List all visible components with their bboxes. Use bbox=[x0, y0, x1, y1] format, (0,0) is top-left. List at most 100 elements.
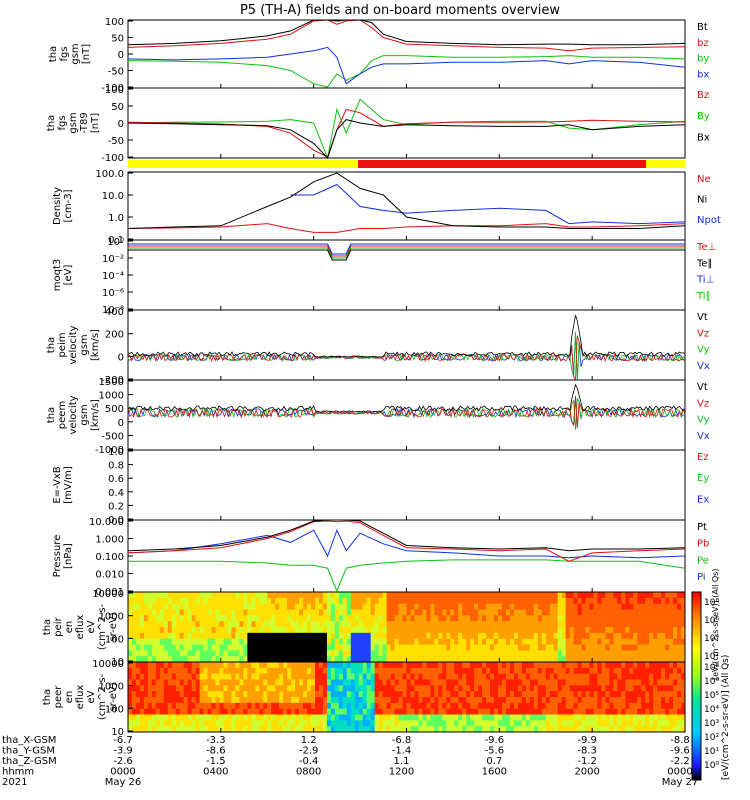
spec-cell bbox=[589, 632, 594, 640]
spec-cell bbox=[255, 632, 260, 640]
spec-cell bbox=[175, 679, 181, 686]
spec-cell bbox=[291, 609, 296, 616]
spec-cell bbox=[223, 662, 228, 669]
spec-cell bbox=[641, 615, 646, 622]
spec-cell bbox=[390, 702, 396, 710]
x-tick-value: -5.6 bbox=[485, 746, 505, 757]
spec-cell bbox=[366, 679, 372, 686]
spec-cell bbox=[653, 708, 658, 715]
spec-cell bbox=[482, 702, 487, 710]
spec-cell bbox=[617, 644, 622, 651]
spec-cell bbox=[589, 720, 594, 727]
spec-cell bbox=[545, 627, 551, 634]
spec-cell bbox=[386, 615, 392, 622]
spec-cell bbox=[418, 697, 423, 704]
spec-cell bbox=[478, 592, 483, 599]
spec-cell bbox=[677, 592, 682, 599]
spec-cell bbox=[342, 679, 348, 686]
spec-cell bbox=[494, 726, 499, 733]
spec-cell bbox=[593, 720, 598, 727]
spec-cell bbox=[227, 708, 232, 715]
spec-cell bbox=[581, 685, 587, 692]
spec-cell bbox=[219, 592, 224, 599]
spec-cell bbox=[533, 726, 539, 733]
spec-cell bbox=[657, 697, 662, 704]
spec-cell bbox=[466, 708, 471, 715]
spec-cell bbox=[135, 592, 141, 599]
spec-cell bbox=[446, 627, 451, 634]
spec-cell bbox=[446, 615, 451, 622]
spec-cell bbox=[159, 609, 165, 616]
spec-cell bbox=[569, 650, 575, 657]
spec-cell bbox=[509, 592, 515, 599]
spec-cell bbox=[322, 632, 328, 640]
spec-cell bbox=[505, 621, 511, 628]
spec-cell bbox=[163, 702, 169, 710]
spec-cell bbox=[581, 708, 587, 715]
spec-cell bbox=[179, 656, 185, 663]
spec-cell bbox=[673, 656, 678, 663]
spec-cell bbox=[155, 679, 161, 686]
spec-cell bbox=[211, 714, 217, 721]
spec-cell bbox=[565, 726, 571, 733]
spec-cell bbox=[279, 603, 284, 610]
spec-cell bbox=[338, 597, 344, 605]
spec-cell bbox=[486, 621, 491, 628]
spec-cell bbox=[155, 662, 161, 669]
spec-cell bbox=[513, 592, 519, 599]
spec-cell bbox=[482, 615, 487, 622]
spec-cell bbox=[314, 708, 320, 715]
spec-cell bbox=[617, 615, 622, 622]
spec-cell bbox=[211, 667, 217, 675]
spec-cell bbox=[601, 627, 606, 634]
spec-cell bbox=[669, 685, 674, 692]
spec-cell bbox=[434, 667, 439, 675]
spec-cell bbox=[553, 673, 559, 680]
spec-cell bbox=[665, 667, 670, 675]
spec-cell bbox=[454, 644, 459, 651]
spec-cell bbox=[505, 667, 511, 675]
spec-cell bbox=[681, 603, 686, 610]
spec-cell bbox=[637, 650, 642, 657]
spec-cell bbox=[171, 638, 177, 645]
spec-cell bbox=[239, 632, 244, 640]
spec-cell bbox=[549, 679, 555, 686]
spec-cell bbox=[593, 627, 598, 634]
spec-cell bbox=[175, 656, 181, 663]
spec-cell bbox=[633, 679, 638, 686]
spec-cell bbox=[135, 662, 141, 669]
spec-cell bbox=[334, 726, 340, 733]
spec-cell bbox=[410, 667, 415, 675]
spec-cell bbox=[430, 656, 435, 663]
spec-cell bbox=[450, 650, 455, 657]
spec-cell bbox=[314, 656, 320, 663]
spec-cell bbox=[438, 702, 443, 710]
y-tick-label: 500 bbox=[105, 404, 124, 415]
spec-cell bbox=[462, 714, 467, 721]
spec-cell bbox=[143, 697, 149, 704]
spec-cell bbox=[545, 685, 551, 692]
spec-cell bbox=[271, 714, 276, 721]
spec-cell bbox=[243, 644, 248, 651]
spec-cell bbox=[179, 667, 185, 675]
spec-cell bbox=[394, 697, 400, 704]
spec-cell bbox=[243, 708, 248, 715]
spec-cell bbox=[139, 708, 145, 715]
spec-cell bbox=[573, 650, 579, 657]
spec-cell bbox=[151, 615, 157, 622]
spec-cell bbox=[235, 702, 240, 710]
spec-cell bbox=[275, 691, 280, 698]
spec-cell bbox=[470, 697, 475, 704]
spec-cell bbox=[478, 726, 483, 733]
spec-cell bbox=[478, 697, 483, 704]
spec-cell bbox=[334, 667, 340, 675]
spec-cell bbox=[466, 592, 471, 599]
spec-cell bbox=[605, 708, 610, 715]
spec-cell bbox=[637, 644, 642, 651]
spec-cell bbox=[239, 603, 244, 610]
spec-cell bbox=[271, 656, 276, 663]
spec-cell bbox=[597, 632, 602, 640]
spec-cell bbox=[434, 632, 439, 640]
spec-cell bbox=[378, 673, 384, 680]
y-tick-label: 0.8 bbox=[108, 461, 124, 472]
